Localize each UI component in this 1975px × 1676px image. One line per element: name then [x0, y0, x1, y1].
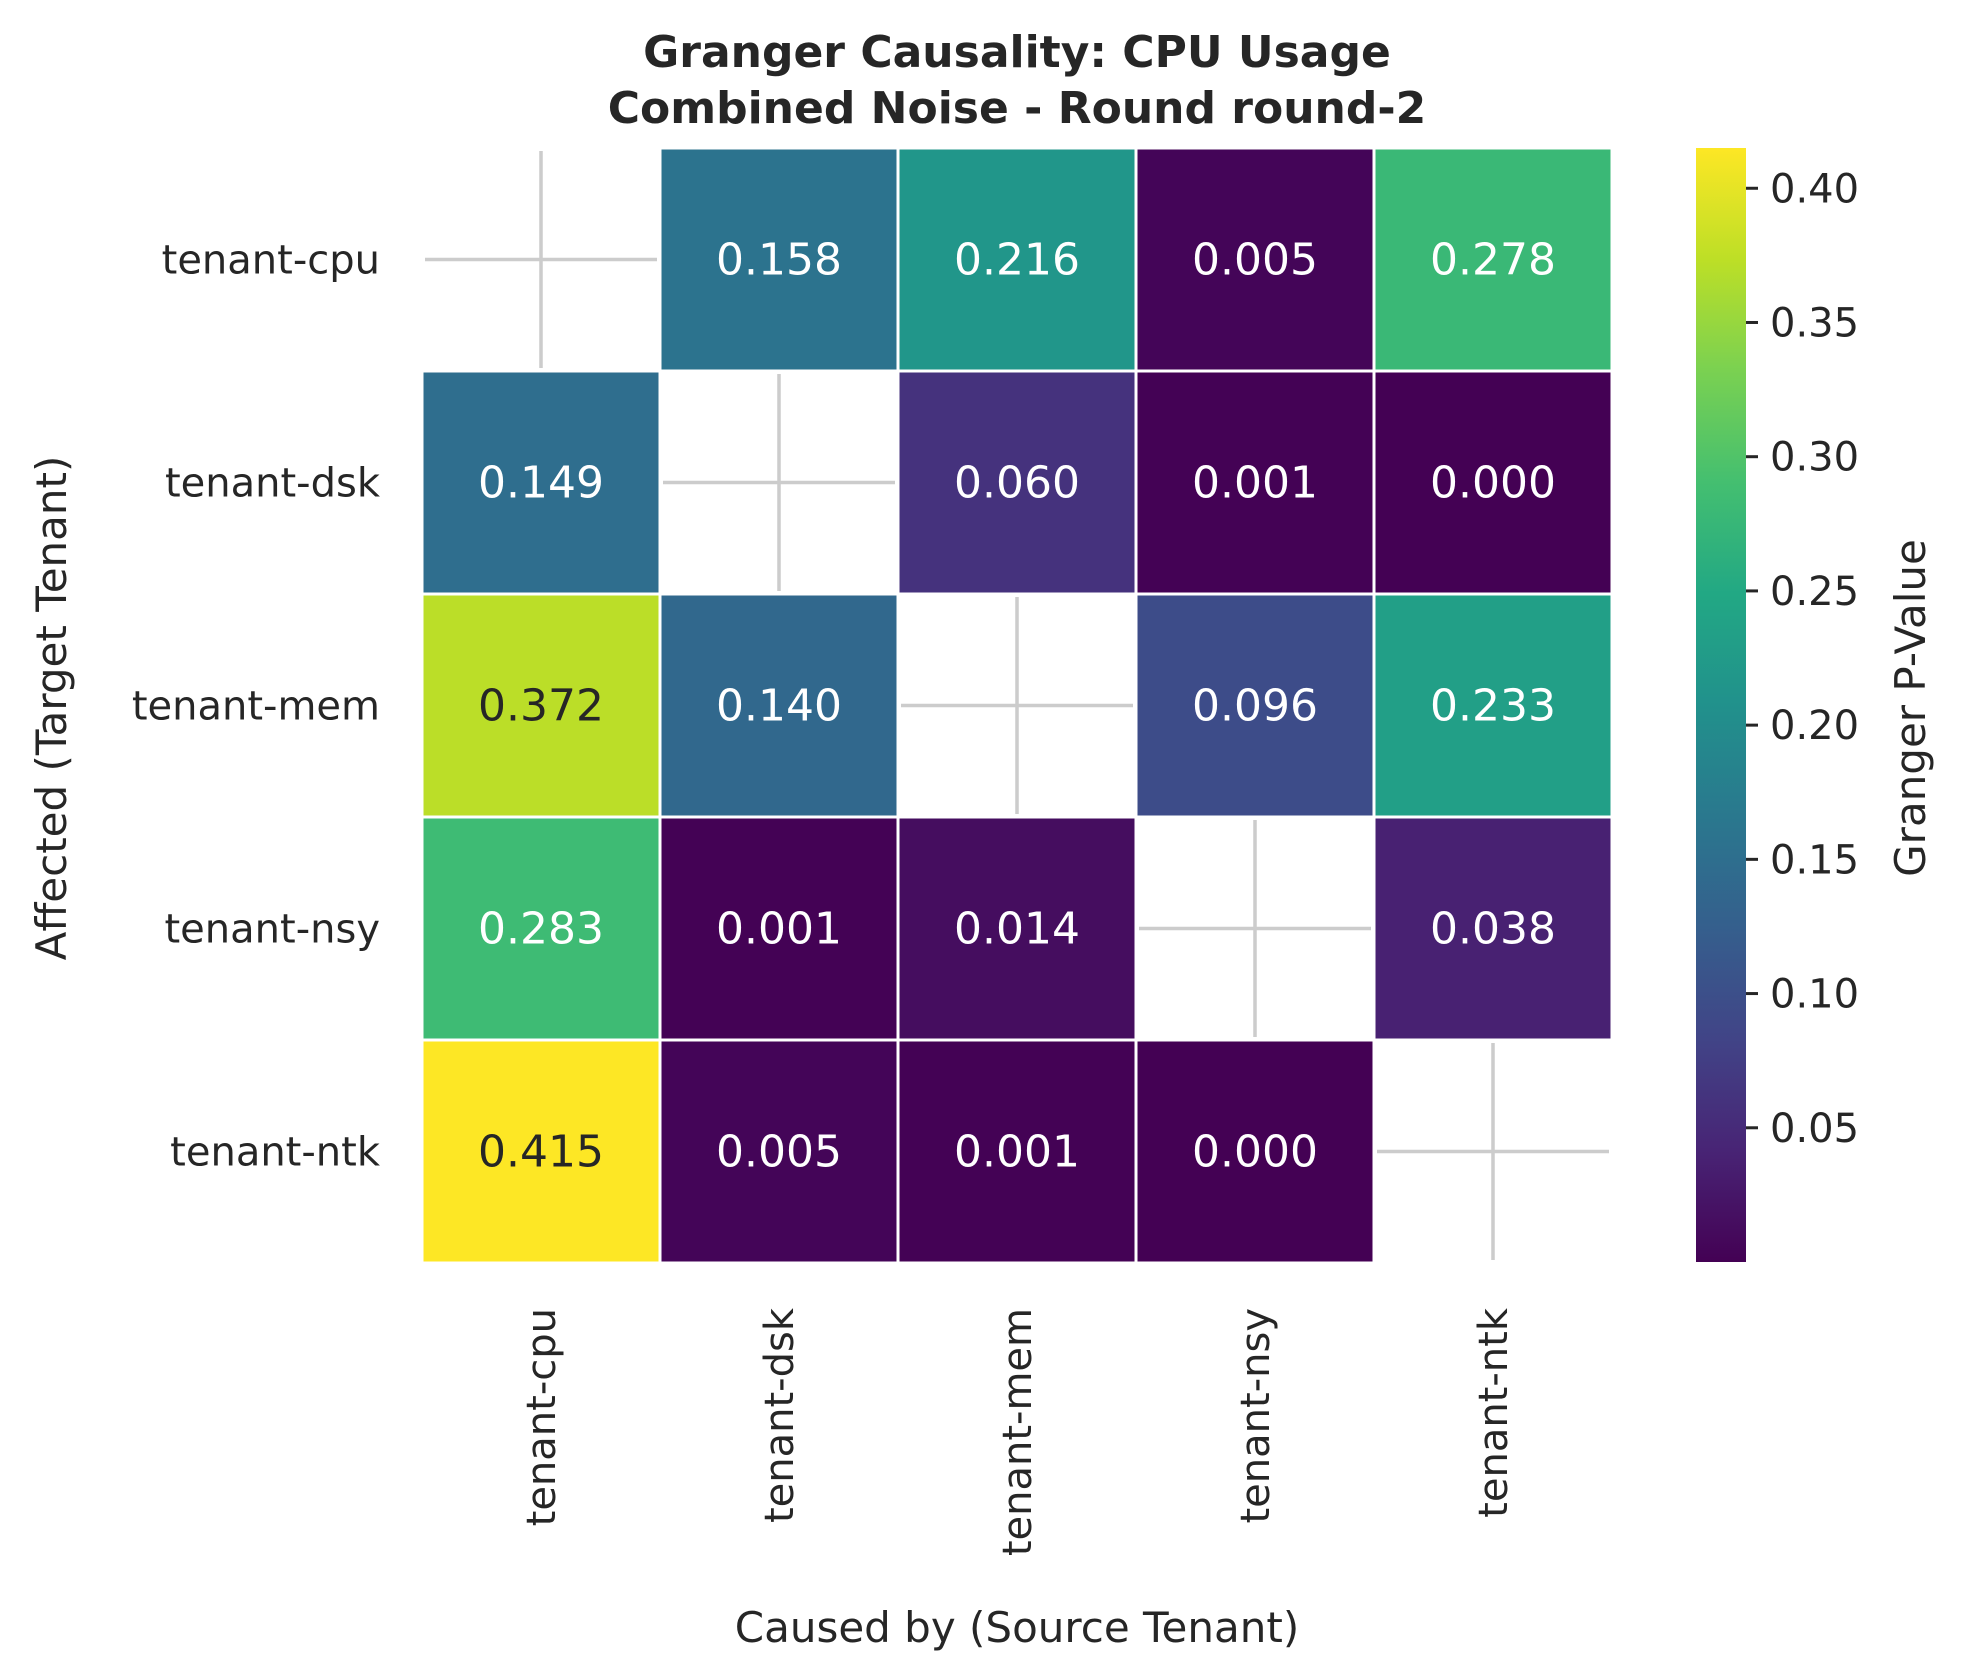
heatmap-cell — [420, 369, 662, 596]
heatmap-cell-value: 0.283 — [478, 904, 604, 955]
x-tick-labels: tenant-cpu tenant-dsk tenant-mem tenant-nsy… — [519, 1307, 1517, 1556]
heatmap-cell-value: 0.140 — [716, 681, 842, 732]
heatmap-cell — [1134, 1038, 1376, 1265]
x-tick-label: tenant-nsy — [1233, 1308, 1279, 1524]
heatmap-cell — [896, 815, 1138, 1042]
heatmap-cell — [1372, 369, 1614, 596]
heatmap-cell-value: 0.001 — [954, 1127, 1080, 1178]
colorbar-label: Granger P-Value — [1886, 539, 1935, 877]
y-tick-label: tenant-dsk — [165, 461, 381, 507]
colorbar-tick-label: 0.10 — [1770, 972, 1859, 1018]
heatmap-cell-value: 0.005 — [716, 1127, 842, 1178]
heatmap-cell-value: 0.233 — [1430, 681, 1556, 732]
heatmap-cell-value: 0.158 — [716, 235, 842, 286]
heatmap-cell-value: 0.000 — [1192, 1127, 1318, 1178]
heatmap-cell — [420, 1038, 662, 1265]
heatmap-cell — [420, 592, 662, 819]
heatmap-cell — [658, 1038, 900, 1265]
heatmap-cell-value: 0.000 — [1430, 458, 1556, 509]
colorbar-tick-label: 0.25 — [1770, 569, 1859, 615]
chart-title-line2: Combined Noise - Round round-2 — [608, 83, 1427, 134]
heatmap-cell-value: 0.038 — [1430, 904, 1556, 955]
heatmap-cell-value: 0.096 — [1192, 681, 1318, 732]
heatmap-cell-value: 0.005 — [1192, 235, 1318, 286]
colorbar-tick-label: 0.35 — [1770, 300, 1859, 346]
y-tick-label: tenant-ntk — [170, 1130, 381, 1176]
y-tick-label: tenant-mem — [132, 684, 380, 730]
heatmap-cell-value: 0.149 — [478, 458, 604, 509]
y-tick-labels: tenant-cpu tenant-dsk tenant-mem tenant-nsy… — [132, 238, 381, 1176]
heatmap-cell — [420, 815, 662, 1042]
colorbar-tick-label: 0.15 — [1770, 837, 1859, 883]
diagonal-empty-cell — [663, 374, 895, 591]
colorbar-ticks: 0.05 0.10 0.15 0.20 0.25 0.30 0.35 0.40 — [1746, 166, 1859, 1152]
x-axis-label: Caused by (Source Tenant) — [735, 1603, 1299, 1652]
heatmap-cell — [1372, 592, 1614, 819]
heatmap-cell — [896, 1038, 1138, 1265]
heatmap-cell-value: 0.001 — [1192, 458, 1318, 509]
y-tick-label: tenant-nsy — [165, 907, 381, 953]
heatmap-cell — [1134, 592, 1376, 819]
heatmap-cell-value: 0.278 — [1430, 235, 1556, 286]
heatmap-cell — [1372, 815, 1614, 1042]
heatmap-cell-value: 0.372 — [478, 681, 604, 732]
diagonal-empty-cell — [901, 597, 1133, 814]
heatmap-cell-value: 0.001 — [716, 904, 842, 955]
x-tick-label: tenant-cpu — [519, 1308, 565, 1526]
x-tick-label: tenant-dsk — [757, 1307, 803, 1523]
colorbar — [1696, 148, 1746, 1262]
y-tick-label: tenant-cpu — [162, 238, 380, 284]
chart-title-line1: Granger Causality: CPU Usage — [643, 27, 1391, 78]
heatmap-cell-value: 0.216 — [954, 235, 1080, 286]
heatmap-cell-value: 0.415 — [478, 1127, 604, 1178]
heatmap-cell — [896, 146, 1138, 373]
heatmap-cell — [1372, 146, 1614, 373]
colorbar-tick-label: 0.20 — [1770, 703, 1859, 749]
heatmap-cell — [1134, 146, 1376, 373]
x-tick-label: tenant-ntk — [1471, 1307, 1517, 1518]
diagonal-empty-cell — [1377, 1043, 1609, 1260]
colorbar-tick-label: 0.40 — [1770, 166, 1859, 212]
heatmap-cell — [896, 369, 1138, 596]
heatmap-cell-value: 0.060 — [954, 458, 1080, 509]
diagonal-empty-cell — [1139, 820, 1371, 1037]
colorbar-tick-label: 0.30 — [1770, 435, 1859, 481]
colorbar-tick-label: 0.05 — [1770, 1106, 1859, 1152]
x-tick-label: tenant-mem — [995, 1308, 1041, 1556]
heatmap-cells: 0.158 0.216 0.005 0.278 0.149 0.060 0.001 0.000… — [420, 146, 1614, 1265]
heatmap-cell — [658, 146, 900, 373]
heatmap-cell — [658, 592, 900, 819]
y-axis-label: Affected (Target Tenant) — [27, 456, 76, 961]
heatmap-cell — [658, 815, 900, 1042]
heatmap-cell-value: 0.014 — [954, 904, 1080, 955]
diagonal-empty-cell — [425, 151, 657, 368]
